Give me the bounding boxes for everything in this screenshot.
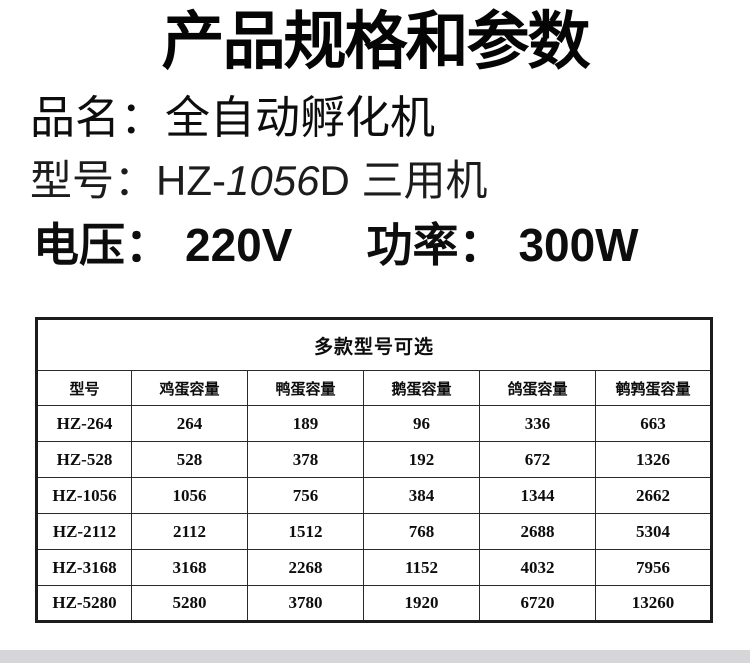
model-label: 型号： (30, 157, 157, 204)
model-cell: HZ-264 (36, 405, 132, 442)
voltage-power-line: 电压： 220V 功率： 300W (33, 219, 639, 272)
model-number: 1056 (226, 157, 320, 204)
model-line: 型号：HZ-1056D 三用机 (30, 157, 487, 205)
capacity-cell: 2662 (594, 477, 713, 514)
power-value: 300W (518, 219, 639, 271)
capacity-cell: 336 (479, 405, 596, 442)
product-name-value: 全自动孵化机 (165, 92, 436, 143)
capacity-cell: 756 (247, 477, 364, 514)
product-name-line: 品名：全自动孵化机 (30, 92, 435, 144)
voltage-label: 电压： (33, 219, 171, 271)
table-row: HZ-1056 1056 756 384 1344 2662 (36, 477, 713, 514)
column-header: 鹌鹑蛋容量 (594, 370, 713, 406)
table-row: HZ-3168 3168 2268 1152 4032 7956 (36, 549, 713, 586)
capacity-cell: 1152 (363, 549, 480, 586)
capacity-cell: 7956 (594, 549, 713, 586)
capacity-cell: 528 (131, 441, 248, 478)
model-cell: HZ-5280 (36, 585, 132, 622)
table-row: HZ-5280 5280 3780 1920 6720 13260 (36, 585, 713, 622)
table-header-row: 型号 鸡蛋容量 鸭蛋容量 鹅蛋容量 鸽蛋容量 鹌鹑蛋容量 (36, 370, 713, 406)
product-name-label: 品名： (30, 92, 166, 143)
column-header: 型号 (36, 370, 132, 406)
model-cell: HZ-3168 (36, 549, 132, 586)
column-header: 鸽蛋容量 (479, 370, 596, 406)
capacity-cell: 2688 (479, 513, 596, 550)
capacity-cell: 3168 (131, 549, 248, 586)
capacity-cell: 1326 (594, 441, 713, 478)
capacity-cell: 13260 (594, 585, 713, 622)
table-row: HZ-264 264 189 96 336 663 (36, 405, 713, 442)
capacity-cell: 6720 (479, 585, 596, 622)
capacity-cell: 5280 (131, 585, 248, 622)
capacity-cell: 384 (363, 477, 480, 514)
capacity-cell: 663 (594, 405, 713, 442)
capacity-cell: 5304 (594, 513, 713, 550)
capacity-cell: 2112 (131, 513, 248, 550)
capacity-cell: 378 (247, 441, 364, 478)
bottom-bar (0, 650, 750, 663)
capacity-cell: 768 (363, 513, 480, 550)
table-row: HZ-528 528 378 192 672 1326 (36, 441, 713, 478)
model-suffix: D 三用机 (319, 157, 488, 204)
model-cell: HZ-528 (36, 441, 132, 478)
spec-table-body: 多款型号可选 型号 鸡蛋容量 鸭蛋容量 鹅蛋容量 鸽蛋容量 鹌鹑蛋容量 HZ-264 264… (35, 318, 713, 622)
model-prefix: HZ- (156, 157, 226, 204)
capacity-cell: 1920 (363, 585, 480, 622)
table-caption: 多款型号可选 (35, 318, 713, 371)
capacity-cell: 264 (131, 405, 248, 442)
model-cell: HZ-1056 (36, 477, 132, 514)
capacity-cell: 2268 (247, 549, 364, 586)
capacity-cell: 1344 (479, 477, 596, 514)
capacity-cell: 3780 (247, 585, 364, 622)
page-title: 产品规格和参数 (161, 7, 591, 77)
capacity-cell: 4032 (479, 549, 596, 586)
column-header: 鸭蛋容量 (247, 370, 364, 406)
column-header: 鹅蛋容量 (363, 370, 480, 406)
capacity-cell: 672 (479, 441, 596, 478)
model-spec-table: 多款型号可选 型号 鸡蛋容量 鸭蛋容量 鹅蛋容量 鸽蛋容量 鹌鹑蛋容量 HZ-264 264… (35, 317, 714, 623)
capacity-cell: 1056 (131, 477, 248, 514)
column-header: 鸡蛋容量 (131, 370, 248, 406)
capacity-cell: 192 (363, 441, 480, 478)
capacity-cell: 96 (363, 405, 480, 442)
model-cell: HZ-2112 (36, 513, 132, 550)
capacity-cell: 189 (247, 405, 364, 442)
capacity-cell: 1512 (247, 513, 364, 550)
power-label: 功率： (366, 219, 505, 271)
table-caption-row: 多款型号可选 (35, 318, 713, 371)
table-row: HZ-2112 2112 1512 768 2688 5304 (36, 513, 713, 550)
voltage-value: 220V (185, 219, 293, 271)
